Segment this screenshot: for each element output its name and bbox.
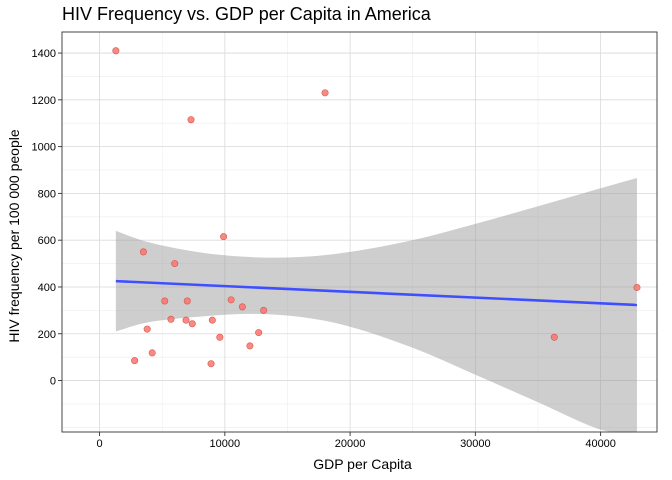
x-tick-label: 20000 <box>335 438 366 450</box>
axes: 0 10000 20000 30000 40000 0 200 400 600 800 1000 12… <box>32 48 616 450</box>
y-tick-label: 400 <box>38 282 56 294</box>
data-point <box>171 260 179 268</box>
data-point <box>167 315 175 323</box>
data-point <box>246 342 254 350</box>
grid <box>62 32 657 432</box>
panel-border <box>61 31 658 433</box>
data-point <box>216 333 224 341</box>
data-point <box>161 297 169 305</box>
data-point <box>112 47 120 55</box>
y-tick-label: 0 <box>50 376 56 388</box>
data-point <box>550 333 558 341</box>
regression-line <box>115 279 638 307</box>
regression-layer <box>115 279 638 307</box>
data-point <box>220 233 228 241</box>
data-point <box>321 89 329 97</box>
points-layer <box>112 47 641 368</box>
y-tick-label: 600 <box>38 235 56 247</box>
y-tick-label: 800 <box>38 188 56 200</box>
confidence-band-layer <box>115 177 637 433</box>
y-axis-label: HIV frequency per 100 000 people <box>6 129 22 343</box>
y-tick-label: 200 <box>38 329 56 341</box>
data-point <box>260 306 268 314</box>
data-point <box>188 320 196 328</box>
data-point <box>208 316 216 324</box>
x-tick-label: 40000 <box>585 438 616 450</box>
data-point <box>131 357 139 365</box>
data-point <box>183 297 191 305</box>
data-point <box>187 116 195 124</box>
y-tick-label: 1400 <box>32 48 56 60</box>
data-point <box>255 329 263 337</box>
x-tick-label: 10000 <box>210 438 241 450</box>
x-axis-label: GDP per Capita <box>313 456 412 472</box>
data-point <box>182 316 190 324</box>
confidence-band <box>115 177 637 433</box>
y-tick-label: 1200 <box>32 95 56 107</box>
x-tick-label: 0 <box>97 438 103 450</box>
data-point <box>633 283 641 291</box>
x-tick-label: 30000 <box>460 438 491 450</box>
data-point <box>207 360 215 368</box>
data-point <box>139 248 147 256</box>
chart-title: HIV Frequency vs. GDP per Capita in Amer… <box>62 4 431 24</box>
data-point <box>143 325 151 333</box>
y-tick-label: 1000 <box>32 142 56 154</box>
data-point <box>238 303 246 311</box>
data-point <box>148 349 156 357</box>
data-point <box>227 296 235 304</box>
